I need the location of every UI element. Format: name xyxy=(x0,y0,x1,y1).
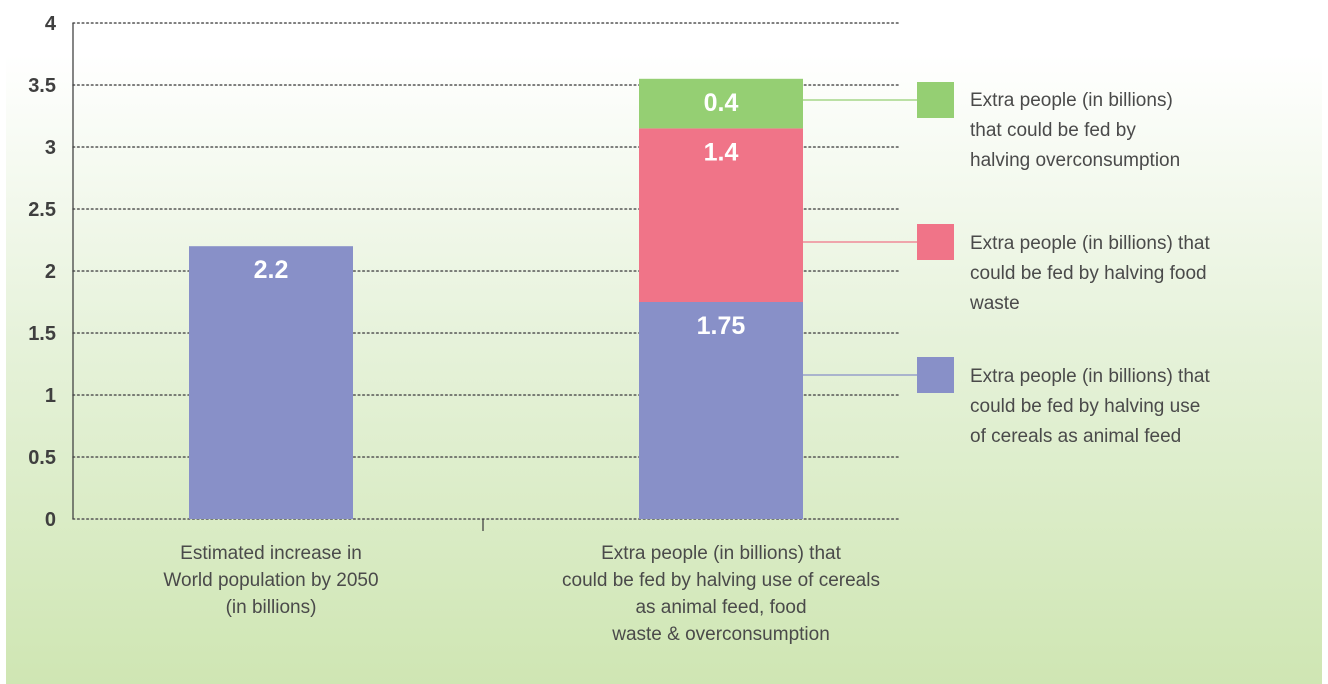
x-category-label-1: Extra people (in billions) that could be… xyxy=(562,543,880,645)
y-tick-label: 3 xyxy=(45,137,56,159)
bar-primary-1 xyxy=(639,302,803,519)
bar-value-label: 1.75 xyxy=(697,312,746,340)
legend-connector-layer xyxy=(803,99,917,376)
bar-value-label: 1.4 xyxy=(704,138,739,166)
bar-primary-0 xyxy=(189,246,353,519)
legend-swatch-layer xyxy=(917,82,954,393)
legend-label-0: Extra people (in billions) that could be… xyxy=(970,90,1181,171)
legend-swatch-1 xyxy=(917,224,954,260)
legend-swatch-0 xyxy=(917,82,954,118)
y-tick-label: 0.5 xyxy=(28,447,56,469)
axis-layer xyxy=(72,23,484,531)
bars-layer: 2.2 1.75 1.4 0.4 xyxy=(189,78,803,519)
x-category-label-0: Estimated increase in World population b… xyxy=(163,543,379,618)
legend-label-2: Extra people (in billions) that could be… xyxy=(970,366,1210,447)
legend-label-1: Extra people (in billions) that could be… xyxy=(970,233,1210,314)
legend-swatch-2 xyxy=(917,357,954,393)
y-tick-label: 4 xyxy=(45,13,57,35)
bar-value-label: 2.2 xyxy=(254,256,289,284)
y-tick-label: 3.5 xyxy=(28,75,56,97)
y-tick-label: 1.5 xyxy=(28,323,56,345)
y-tick-label: 0 xyxy=(45,509,56,531)
bar-overconsumption-1 xyxy=(639,78,803,129)
y-tick-label: 1 xyxy=(45,385,56,407)
bar-value-label: 0.4 xyxy=(704,89,739,117)
bar-food-waste-1 xyxy=(639,128,803,302)
y-tick-label: 2 xyxy=(45,261,56,283)
y-tick-label: 2.5 xyxy=(28,199,56,221)
